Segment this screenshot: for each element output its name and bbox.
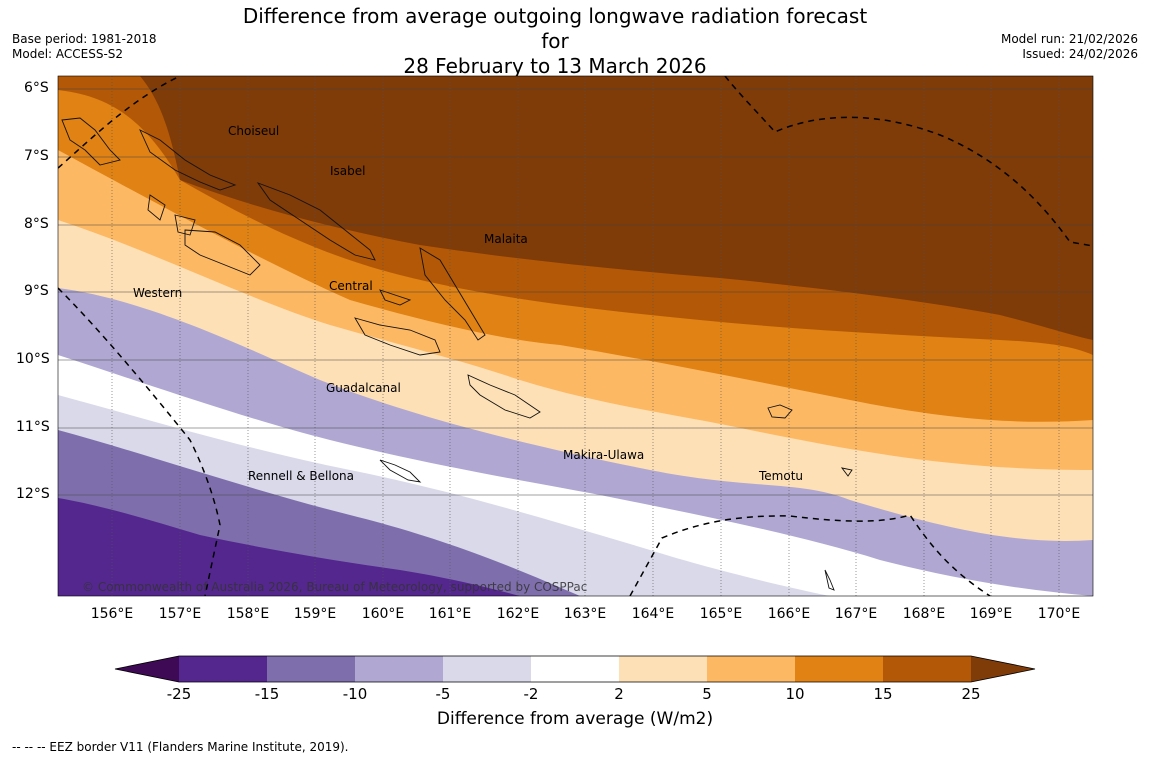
colorbar-title: Difference from average (W/m2) xyxy=(436,709,714,729)
latitude-lines xyxy=(58,88,1093,496)
island-rennell xyxy=(379,459,422,483)
colorbar-swatch-4 xyxy=(443,656,531,682)
colorbar-swatch-6 xyxy=(619,656,707,682)
eez-north-west xyxy=(58,76,181,169)
island-guadalcanal xyxy=(354,317,441,356)
place-isabel: Isabel xyxy=(330,164,366,178)
lon-label-157e: 157°E xyxy=(158,606,202,622)
island-vella xyxy=(147,194,166,221)
colorbar-tick: 25 xyxy=(961,685,981,703)
colorbar-swatch-5 xyxy=(531,656,619,682)
place-western: Western xyxy=(133,286,183,300)
place-malaita: Malaita xyxy=(484,232,528,246)
place-central: Central xyxy=(329,279,373,293)
lat-label-7s: 7°S xyxy=(24,148,49,164)
lon-label-167e: 167°E xyxy=(834,606,878,622)
lon-label-169e: 169°E xyxy=(969,606,1013,622)
colorbar-tick: 15 xyxy=(873,685,893,703)
band-darkbrown xyxy=(58,76,1093,340)
colorbar-tick: -15 xyxy=(254,685,280,703)
band-purple-deep-over xyxy=(58,498,520,596)
lon-label-159e: 159°E xyxy=(293,606,337,622)
eez-border xyxy=(58,76,1093,596)
meta-right: Model run: 21/02/2026 Issued: 24/02/2026 xyxy=(1001,32,1138,62)
model-name: Model: ACCESS-S2 xyxy=(12,47,124,61)
colorbar-tick: 2 xyxy=(614,685,624,703)
anomaly-field xyxy=(58,76,1093,596)
colorbar-tick: 10 xyxy=(785,685,805,703)
island-tikopia xyxy=(824,569,835,591)
lon-label-166e: 166°E xyxy=(767,606,811,622)
lon-label-162e: 162°E xyxy=(496,606,540,622)
island-makira xyxy=(467,374,541,419)
colorbar-swatch-9 xyxy=(883,656,971,682)
island-isabel xyxy=(256,182,376,261)
lat-label-9s: 9°S xyxy=(24,283,49,299)
colorbar-tick: -25 xyxy=(166,685,192,703)
island-choiseul xyxy=(139,129,237,191)
place-guadalcanal: Guadalcanal xyxy=(326,381,401,395)
island-malaita xyxy=(419,247,486,341)
copyright-notice: © Commonwealth of Australia 2026, Bureau… xyxy=(82,580,588,594)
colorbar-swatch-2 xyxy=(267,656,355,682)
lon-label-161e: 161°E xyxy=(428,606,472,622)
island-new-georgia xyxy=(184,229,261,276)
colorbar-swatch-3 xyxy=(355,656,443,682)
eez-west xyxy=(58,287,221,596)
lon-label-160e: 160°E xyxy=(361,606,405,622)
eez-north-east xyxy=(724,76,1093,247)
lon-label-170e: 170°E xyxy=(1037,606,1081,622)
colorbar-outline xyxy=(114,655,1036,683)
base-period: Base period: 1981-2018 xyxy=(12,32,157,46)
island-santa-cruz xyxy=(767,404,793,419)
lat-label-12s: 12°S xyxy=(16,486,50,502)
title-line-2: 28 February to 13 March 2026 xyxy=(403,54,707,78)
place-temotu: Temotu xyxy=(759,469,804,483)
colorbar-low-extend xyxy=(115,656,179,682)
map-title: Difference from average outgoing longwav… xyxy=(230,4,880,79)
island-shortland xyxy=(61,117,121,166)
place-makira-ulawa: Makira-Ulawa xyxy=(563,448,645,462)
issued-date: Issued: 24/02/2026 xyxy=(1022,47,1138,61)
island-temotu-small xyxy=(840,467,853,477)
colorbar-tick: 5 xyxy=(702,685,712,703)
colorbar-swatch-8 xyxy=(795,656,883,682)
colorbar xyxy=(114,655,1036,683)
island-kolombangara xyxy=(174,214,196,236)
colorbar-high-extend xyxy=(971,656,1035,682)
lon-label-164e: 164°E xyxy=(631,606,675,622)
lon-label-163e: 163°E xyxy=(563,606,607,622)
lon-label-156e: 156°E xyxy=(90,606,134,622)
lon-label-168e: 168°E xyxy=(902,606,946,622)
lon-label-158e: 158°E xyxy=(226,606,270,622)
colorbar-swatch-7 xyxy=(707,656,795,682)
lat-label-8s: 8°S xyxy=(24,216,49,232)
eez-legend-note: -- -- -- EEZ border V11 (Flanders Marine… xyxy=(12,740,349,754)
place-choiseul: Choiseul xyxy=(228,124,280,138)
lat-label-10s: 10°S xyxy=(16,351,50,367)
island-florida xyxy=(379,289,412,306)
eez-south-east xyxy=(629,514,991,596)
place-rennell-bellona: Rennell & Bellona xyxy=(248,469,355,483)
coastlines xyxy=(61,117,853,591)
colorbar-swatch-1 xyxy=(179,656,267,682)
lat-label-6s: 6°S xyxy=(24,80,49,96)
colorbar-tick: -5 xyxy=(435,685,451,703)
map-frame xyxy=(57,75,1094,597)
colorbar-tick: -2 xyxy=(523,685,539,703)
title-line-1: Difference from average outgoing longwav… xyxy=(242,4,868,53)
model-run: Model run: 21/02/2026 xyxy=(1000,32,1138,46)
lat-label-11s: 11°S xyxy=(16,419,50,435)
colorbar-tick: -10 xyxy=(342,685,368,703)
lon-label-165e: 165°E xyxy=(699,606,743,622)
meta-left: Base period: 1981-2018 Model: ACCESS-S2 xyxy=(12,32,157,62)
